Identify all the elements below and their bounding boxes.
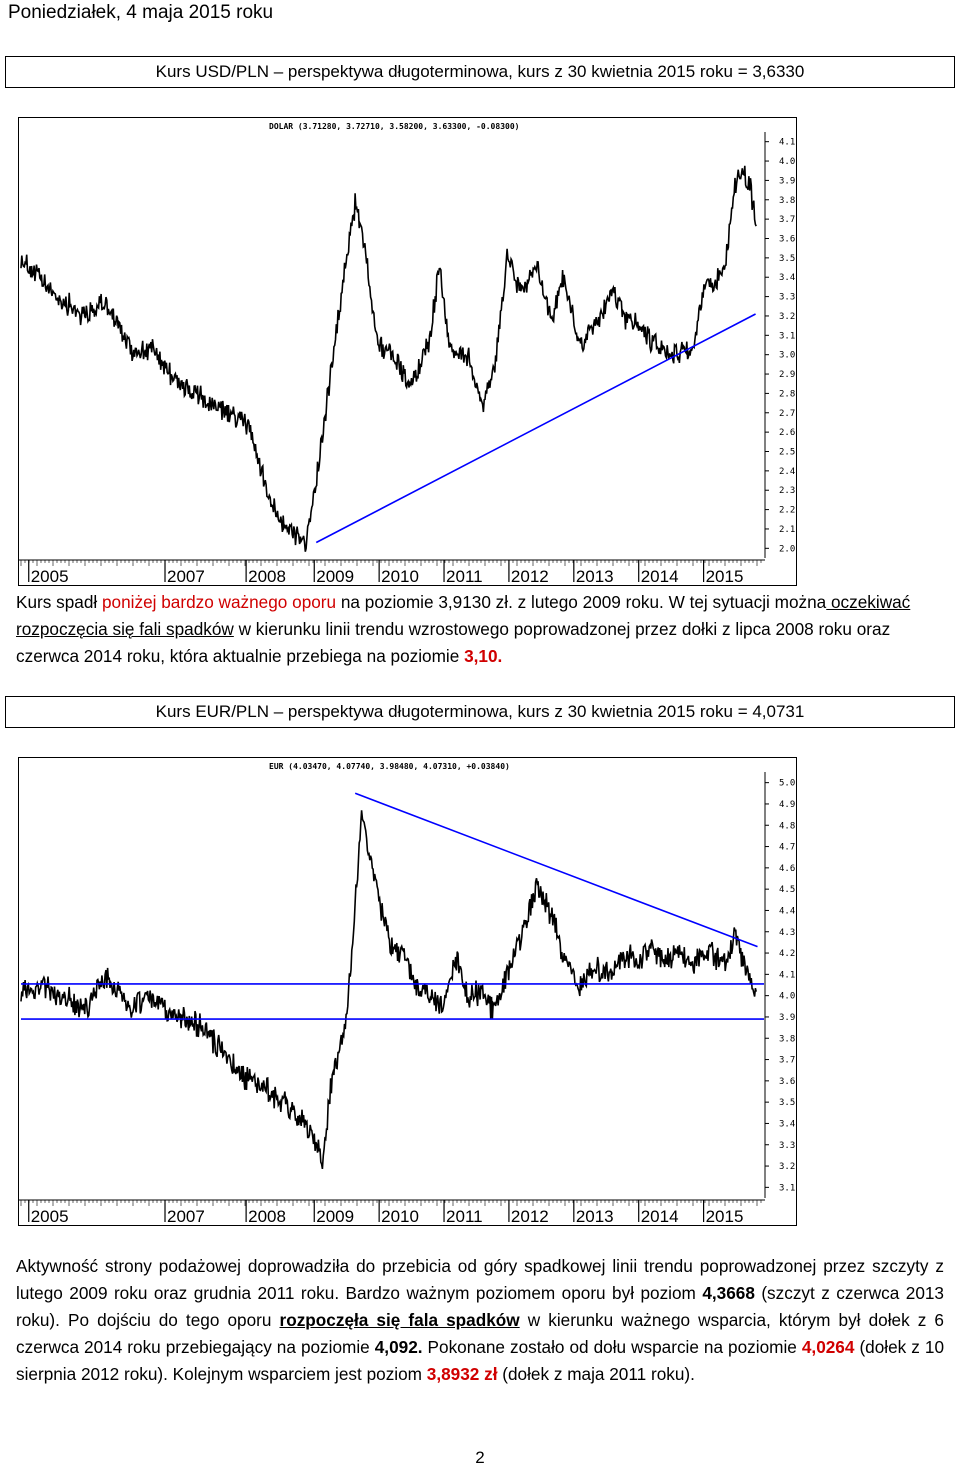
y-tick-label: 4.4 xyxy=(779,906,795,916)
y-tick-label: 2.0 xyxy=(779,544,795,554)
trend-line-1 xyxy=(354,792,758,948)
eur-text-9: (dołek z 10 sierpnia 2012 roku). Kolejny… xyxy=(16,1337,945,1384)
y-tick-label: 3.7 xyxy=(779,215,795,225)
eur-next-support-value: 3,8932 zł xyxy=(426,1364,498,1384)
y-tick-label: 2.8 xyxy=(779,389,795,399)
usd-chart: DOLAR (3.71280, 3.72710, 3.58200, 3.6330… xyxy=(18,117,797,586)
x-tick-label: 2009 xyxy=(316,567,354,585)
eur-support-value: 4,092. xyxy=(374,1337,423,1357)
x-tick-label: 2007 xyxy=(167,567,205,585)
y-tick-label: 2.7 xyxy=(779,409,795,419)
price-series-line xyxy=(20,810,757,1170)
x-tick-label: 2011 xyxy=(446,1207,483,1225)
y-tick-label: 2.6 xyxy=(779,428,795,438)
x-tick-label: 2008 xyxy=(248,1207,286,1225)
y-tick-label: 3.0 xyxy=(779,351,795,361)
y-tick-label: 2.1 xyxy=(779,525,795,535)
eur-wave-underlined: rozpoczęła się fala spadków xyxy=(279,1310,520,1330)
x-tick-label: 2005 xyxy=(31,1207,69,1225)
y-tick-label: 3.8 xyxy=(779,1034,795,1044)
eur-chart: EUR (4.03470, 4.07740, 3.98480, 4.07310,… xyxy=(18,757,797,1226)
eur-text-11: (dołek z maja 2011 roku). xyxy=(497,1364,695,1384)
x-tick-label: 2015 xyxy=(706,567,744,585)
document-date: Poniedziałek, 4 maja 2015 roku xyxy=(8,2,274,23)
usd-paragraph: Kurs spadł poniżej bardzo ważnego oporu … xyxy=(16,589,944,670)
x-tick-label: 2012 xyxy=(511,1207,549,1225)
y-tick-label: 3.2 xyxy=(779,1162,795,1172)
y-tick-label: 3.6 xyxy=(779,1077,795,1087)
x-tick-label: 2014 xyxy=(641,567,679,585)
y-tick-label: 2.3 xyxy=(779,486,795,496)
y-tick-label: 3.3 xyxy=(779,293,795,303)
y-tick-label: 2.5 xyxy=(779,448,795,458)
usd-text-6: w kierunku linii trendu wzrostowego popr… xyxy=(16,619,891,666)
y-tick-label: 3.4 xyxy=(779,273,795,283)
eur-broken-support-value: 4,0264 xyxy=(801,1337,855,1357)
y-tick-label: 4.2 xyxy=(779,949,795,959)
eur-paragraph: Aktywność strony podażowej doprowadziła … xyxy=(16,1253,944,1388)
y-tick-label: 2.2 xyxy=(779,506,795,516)
y-tick-label: 4.0 xyxy=(779,157,795,167)
y-tick-label: 4.7 xyxy=(779,843,795,853)
y-tick-label: 3.2 xyxy=(779,312,795,322)
usd-section-title: Kurs USD/PLN – perspektywa długoterminow… xyxy=(5,56,955,88)
price-series-line xyxy=(20,165,757,552)
eur-text-7: Pokonane zostało od dołu wsparcie na poz… xyxy=(422,1337,802,1357)
x-tick-label: 2009 xyxy=(316,1207,354,1225)
y-tick-label: 4.1 xyxy=(779,138,795,148)
y-tick-label: 3.6 xyxy=(779,235,795,245)
x-tick-label: 2011 xyxy=(446,567,483,585)
page-number: 2 xyxy=(475,1448,485,1467)
x-tick-label: 2013 xyxy=(576,567,614,585)
x-tick-label: 2013 xyxy=(576,1207,614,1225)
y-tick-label: 3.3 xyxy=(779,1141,795,1151)
usd-text-1: Kurs spadł xyxy=(16,592,102,612)
usd-text-3: na poziomie 3,9130 zł. z lutego 2009 rok… xyxy=(336,592,770,612)
y-tick-label: 3.8 xyxy=(779,196,795,206)
x-tick-label: 2012 xyxy=(511,567,549,585)
x-tick-label: 2015 xyxy=(706,1207,744,1225)
x-tick-label: 2014 xyxy=(641,1207,679,1225)
eur-resistance-value: 4,3668 xyxy=(702,1283,755,1303)
usd-expectation-underlined: oczekiwać rozpoczęcia się fali spadków xyxy=(16,592,911,639)
trend-line-1 xyxy=(315,313,756,544)
usd-text-4: można xyxy=(774,592,827,612)
usd-chart-svg: DOLAR (3.71280, 3.72710, 3.58200, 3.6330… xyxy=(19,122,795,585)
x-tick-label: 2005 xyxy=(31,567,69,585)
y-tick-label: 4.1 xyxy=(779,970,795,980)
usd-resistance-highlight: poniżej bardzo ważnego oporu xyxy=(101,592,337,612)
y-tick-label: 3.1 xyxy=(779,1183,795,1193)
y-tick-label: 3.9 xyxy=(779,1013,795,1023)
y-tick-label: 3.7 xyxy=(779,1056,795,1066)
y-tick-label: 4.8 xyxy=(779,821,795,831)
eur-text-5: w kierunku ważnego wsparcia, którym był … xyxy=(16,1310,944,1357)
y-tick-label: 4.6 xyxy=(779,864,795,874)
y-tick-label: 2.4 xyxy=(779,467,795,477)
y-tick-label: 3.5 xyxy=(779,1098,795,1108)
x-tick-label: 2008 xyxy=(248,567,286,585)
y-tick-label: 4.5 xyxy=(779,885,795,895)
y-tick-label: 3.1 xyxy=(779,331,795,341)
eur-section-title: Kurs EUR/PLN – perspektywa długoterminow… xyxy=(5,696,955,728)
y-tick-label: 2.9 xyxy=(779,370,795,380)
usd-level-highlight: 3,10. xyxy=(464,646,503,666)
x-tick-label: 2010 xyxy=(381,1207,419,1225)
x-tick-label: 2010 xyxy=(381,567,419,585)
y-tick-label: 3.4 xyxy=(779,1119,795,1129)
y-tick-label: 4.3 xyxy=(779,928,795,938)
y-tick-label: 4.9 xyxy=(779,800,795,810)
y-tick-label: 4.0 xyxy=(779,992,795,1002)
eur-text-3: (szczyt z czerwca 2013 roku). Po dojściu… xyxy=(16,1283,944,1330)
x-tick-label: 2007 xyxy=(167,1207,205,1225)
y-tick-label: 3.5 xyxy=(779,254,795,264)
y-tick-label: 5.0 xyxy=(779,779,795,789)
eur-chart-svg: EUR (4.03470, 4.07740, 3.98480, 4.07310,… xyxy=(19,762,795,1225)
chart-header-label: DOLAR (3.71280, 3.72710, 3.58200, 3.6330… xyxy=(269,122,519,131)
eur-text-1: Aktywność strony podażowej doprowadziła … xyxy=(16,1256,944,1303)
y-tick-label: 3.9 xyxy=(779,176,795,186)
chart-header-label: EUR (4.03470, 4.07740, 3.98480, 4.07310,… xyxy=(269,762,510,771)
